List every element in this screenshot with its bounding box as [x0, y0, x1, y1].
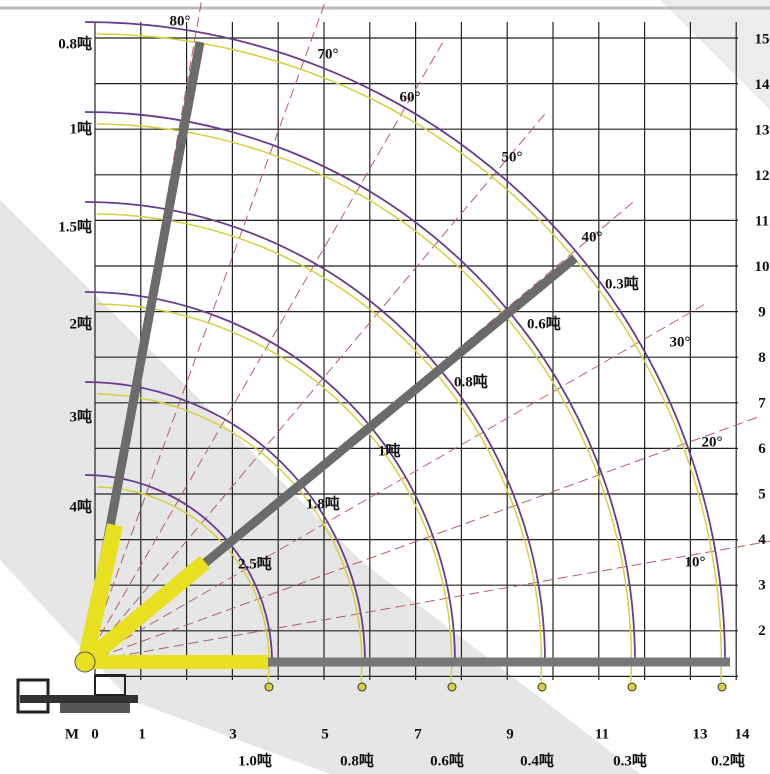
height-labels: 12 [755, 168, 770, 184]
hook [357, 682, 367, 692]
hook [537, 682, 547, 692]
angle-labels: 30° [670, 334, 691, 350]
truck-chassis [60, 703, 130, 713]
truck-bed [20, 695, 138, 703]
load-arc [84, 201, 546, 663]
load-arc [84, 474, 273, 663]
height-labels: 8 [758, 350, 766, 366]
load-labels-bottom: 0.6吨 [430, 751, 464, 769]
angle-line [84, 415, 762, 663]
radius-labels: 7 [414, 726, 422, 742]
hook [627, 682, 637, 692]
grid [94, 22, 738, 680]
boom-diagonal-base [79, 555, 211, 669]
load-labels-bottom: 0.4吨 [520, 751, 554, 769]
hook-arc [96, 123, 633, 683]
radius-labels: 0 [91, 726, 99, 742]
height-labels: 11 [755, 213, 769, 229]
truck-box [94, 674, 126, 696]
height-labels: 2 [758, 623, 766, 639]
radius-labels: 9 [506, 726, 514, 742]
load-arc [84, 111, 636, 663]
load-arc [84, 291, 456, 663]
boom-load-labels: 0.3吨 [605, 274, 639, 292]
height-labels: 4 [758, 532, 766, 548]
angle-line [84, 301, 709, 663]
boom-vertical-base [77, 523, 123, 664]
height-labels: 10 [755, 259, 770, 275]
radius-labels: 14 [735, 726, 751, 742]
height-labels: 15 [755, 31, 770, 47]
load-labels-bottom: 0.3吨 [613, 751, 647, 769]
radius-labels: 1 [138, 726, 146, 742]
load-labels-bottom: 0.2吨 [711, 751, 745, 769]
hook [264, 682, 274, 692]
height-labels: 7 [758, 395, 766, 411]
truck-icon [16, 674, 138, 714]
radius-labels: 5 [321, 726, 329, 742]
load-arc [84, 21, 726, 663]
load-labels-bottom: 1.0吨 [238, 751, 272, 769]
angle-labels: 80° [170, 13, 191, 29]
height-labels: 6 [758, 441, 766, 457]
booms [74, 41, 730, 673]
angle-labels: 70° [318, 46, 339, 62]
load-labels-left: 1.5吨 [58, 217, 92, 235]
boom-load-labels: 2.5吨 [238, 554, 272, 572]
load-labels-left: 2吨 [69, 314, 92, 332]
backdrop-shape [660, 0, 770, 110]
height-labels: 5 [758, 486, 766, 502]
radius-labels: M [65, 726, 79, 742]
boom-load-labels: 1吨 [378, 441, 401, 459]
load-arc [84, 381, 366, 663]
boom-load-labels: 0.6吨 [527, 314, 561, 332]
hook-arc [96, 393, 363, 683]
hook-arc [96, 33, 723, 683]
angle-labels: 40° [582, 229, 603, 245]
height-labels: 3 [758, 577, 766, 593]
angle-line [84, 540, 770, 663]
load-labels-bottom: 0.8吨 [340, 751, 374, 769]
boom-load-labels: 0.8吨 [454, 372, 488, 390]
angle-labels: 10° [685, 554, 706, 570]
hook-arc [96, 213, 543, 683]
radius-labels: 11 [595, 726, 609, 742]
radius-labels: 13 [693, 726, 708, 742]
height-labels: 9 [758, 304, 766, 320]
pivot [74, 651, 96, 673]
angle-labels: 50° [502, 149, 523, 165]
angle-line [84, 38, 446, 663]
angle-labels: 60° [400, 89, 421, 105]
angle-line [84, 0, 327, 663]
height-labels: 14 [755, 77, 770, 93]
hook [447, 682, 457, 692]
load-labels-left: 4吨 [69, 497, 92, 515]
hook [717, 682, 727, 692]
hook-arc [96, 303, 453, 683]
height-labels: 13 [755, 122, 770, 138]
radius-labels: 3 [229, 726, 237, 742]
load-labels-left: 3吨 [69, 407, 92, 425]
boom-load-labels: 1.8吨 [306, 494, 340, 512]
load-labels-left: 1吨 [69, 119, 92, 137]
load-labels-left: 0.8吨 [58, 34, 92, 52]
angle-labels: 20° [702, 434, 723, 450]
